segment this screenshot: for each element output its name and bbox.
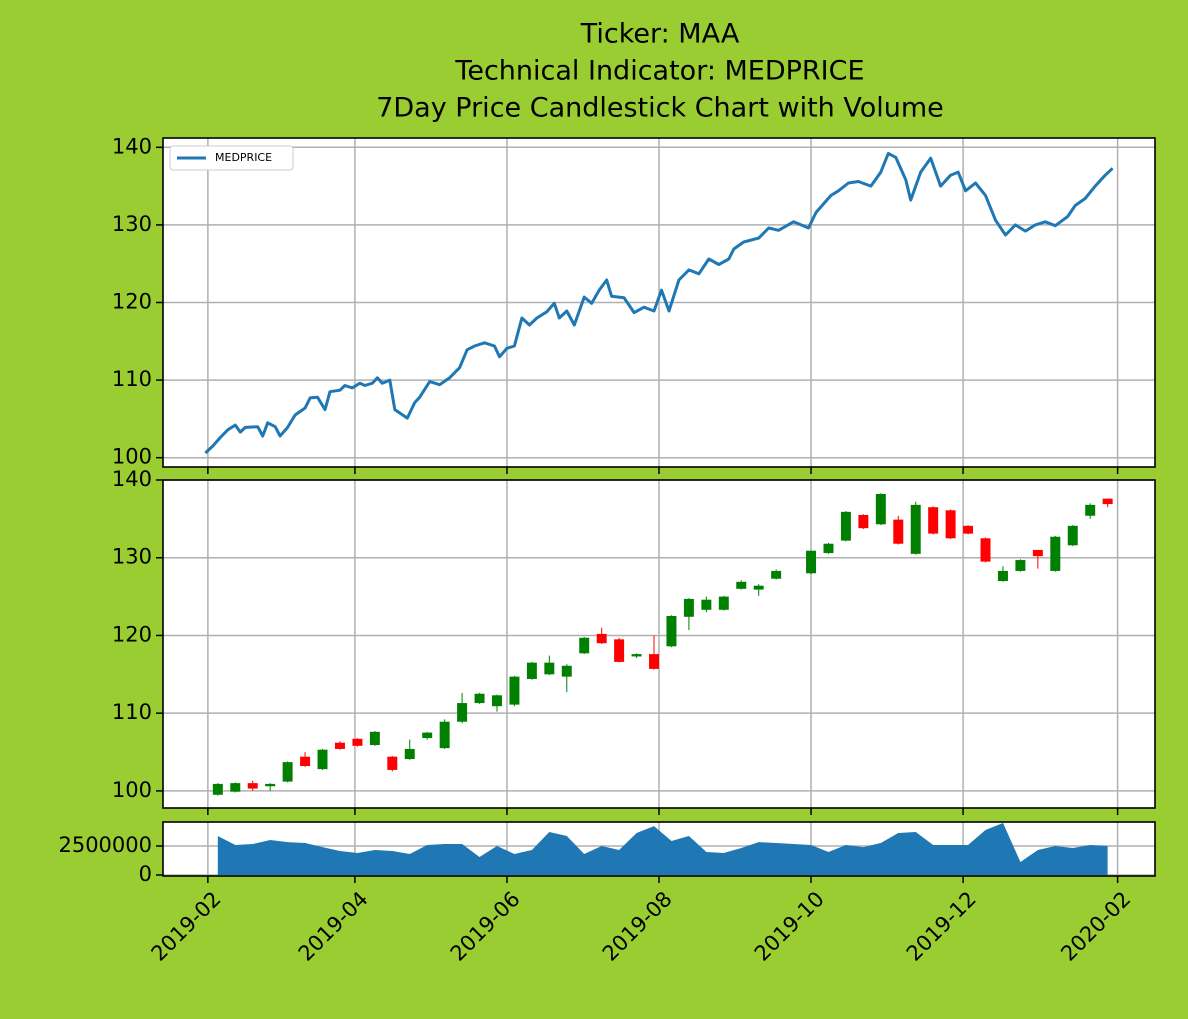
volume-area	[217, 823, 1108, 876]
candle-body	[212, 783, 223, 795]
y-tick-label: 120	[112, 290, 152, 314]
title-line: Technical Indicator: MEDPRICE	[454, 56, 864, 87]
candle-body	[666, 616, 677, 647]
y-tick-label: 140	[112, 467, 152, 491]
candle-body	[561, 665, 572, 677]
candle-body	[300, 756, 311, 767]
candle-body	[387, 756, 398, 770]
candle-body	[910, 504, 921, 554]
candle-body	[806, 550, 817, 574]
candle-body	[963, 525, 974, 534]
price-line	[204, 152, 1114, 455]
candle-body	[718, 596, 729, 610]
candle-body	[1032, 549, 1043, 557]
y-tick-label: 140	[112, 134, 152, 158]
candle-body	[422, 732, 433, 739]
candle-body	[1085, 504, 1096, 516]
candle-body	[334, 742, 345, 749]
candle-body	[980, 538, 991, 562]
candle-body	[579, 637, 590, 654]
candle-body	[875, 493, 886, 525]
plot-frame	[162, 479, 1156, 809]
candle-body	[631, 654, 642, 657]
candle-body	[282, 762, 293, 782]
candle-body	[317, 749, 328, 770]
candle-body	[457, 703, 468, 722]
candle-body	[649, 654, 659, 669]
candle-body	[997, 570, 1008, 582]
y-tick-label: 100	[112, 778, 152, 802]
candle-body	[247, 783, 258, 789]
plot-frame	[162, 821, 1156, 877]
candle-body	[492, 695, 502, 707]
candle-body	[439, 721, 450, 749]
y-tick-label: 130	[112, 212, 152, 236]
y-tick-label: 0	[139, 862, 152, 886]
candle-body	[893, 519, 904, 544]
candle-body	[544, 662, 555, 675]
y-tick-label: 110	[112, 367, 152, 391]
candle-body	[1015, 560, 1026, 571]
candle-body	[352, 738, 363, 746]
candle-body	[771, 570, 782, 579]
y-tick-label: 120	[112, 622, 152, 646]
candle-body	[736, 581, 747, 589]
candle-body	[369, 731, 380, 746]
legend-box	[169, 145, 294, 171]
candle-body	[265, 783, 276, 787]
candle-body	[945, 510, 956, 539]
legend-label: MEDPRICE	[215, 151, 272, 164]
candle-body	[526, 662, 537, 679]
candle-body	[509, 676, 520, 705]
candle-body	[230, 783, 241, 792]
y-tick-label: 110	[112, 700, 152, 724]
candle-body	[1050, 536, 1061, 571]
candle-body	[614, 639, 625, 662]
candle-body	[928, 507, 939, 534]
plot-frame	[162, 137, 1156, 468]
candle-body	[823, 543, 834, 554]
y-tick-label: 130	[112, 545, 152, 569]
candle-body	[404, 748, 415, 760]
candle-body	[840, 511, 851, 541]
title-line: 7Day Price Candlestick Chart with Volume	[376, 93, 944, 124]
candle-body	[596, 633, 607, 644]
y-tick-label: 2500000	[58, 833, 152, 857]
legend: MEDPRICE	[169, 145, 294, 171]
candle-body	[474, 693, 485, 704]
candle-body	[858, 514, 869, 529]
candle-body	[1067, 525, 1078, 546]
candle-body	[753, 585, 764, 590]
candle-body	[683, 598, 694, 617]
candle-body	[701, 599, 712, 610]
y-tick-label: 100	[112, 445, 152, 469]
candle-body	[1102, 498, 1113, 505]
title-line: Ticker: MAA	[580, 19, 740, 50]
